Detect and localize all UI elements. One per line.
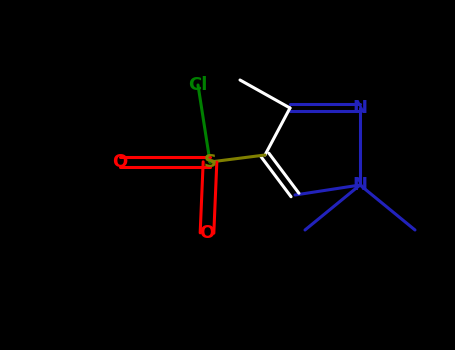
Text: N: N	[353, 99, 368, 117]
Text: O: O	[112, 153, 127, 171]
Text: S: S	[203, 153, 217, 171]
Text: Cl: Cl	[188, 76, 207, 94]
Text: N: N	[353, 176, 368, 194]
Text: O: O	[199, 224, 215, 242]
